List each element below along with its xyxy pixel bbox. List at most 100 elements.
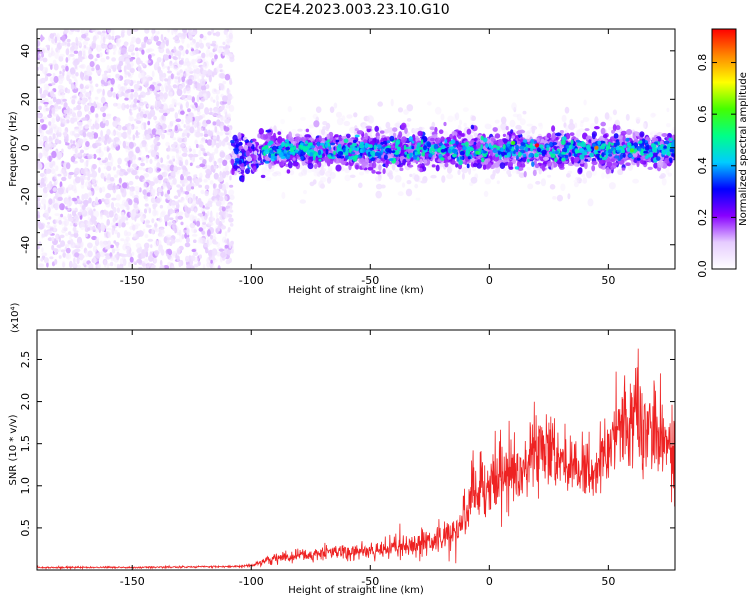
spectrogram-cell [170,120,177,124]
spectrogram-cell [154,100,158,108]
spectrogram-cell [124,104,128,108]
spectrogram-cell [245,168,250,175]
spectrogram-cell [64,40,68,47]
spectrogram-cell [121,102,126,111]
spectrogram-cell [79,242,84,250]
spectrogram-cell [201,65,207,69]
spectrogram-cell [204,206,210,210]
spectrogram-cell [470,176,478,184]
spectrogram-cell [157,168,162,172]
spectrogram-cell [492,169,496,177]
spectrogram-cell [211,88,218,95]
spectrogram-cell [158,227,165,234]
spectrogram-cell [104,114,111,120]
spectrogram-cell [140,156,146,162]
spectrogram-cell [219,196,224,202]
spectrogram-cell [127,125,133,131]
spectrogram-cell [173,251,177,256]
spectrogram-cell [191,76,194,81]
spectrogram-cell [447,115,454,123]
spectrogram-cell [74,252,80,258]
spectrogram-cell [131,36,137,43]
spectrogram-cell [167,195,171,201]
spectrogram-cell [71,210,77,217]
spectrogram-cell [200,98,205,102]
spectrogram-cell [224,119,231,124]
spectrogram-cell [60,162,63,166]
spectrogram-cell [89,83,93,88]
spectrogram-cell [401,182,406,188]
spectrogram-cell [124,97,129,101]
spectrogram-cell [53,75,59,84]
spectrogram-cell [209,180,214,185]
spectrogram-cell [99,106,106,113]
spectrogram-cell [106,147,110,152]
spectrogram-cell [78,100,84,104]
spectrogram-cell [178,54,181,60]
spectrogram-cell [88,262,93,269]
spectrogram-cell [106,49,110,53]
spectrogram-cell [320,176,327,183]
spectrogram-cell [179,197,185,203]
spectrogram-cell [100,212,103,220]
spectrogram-cell [168,175,172,180]
spectrogram-cell [45,50,50,54]
spectrogram-cell [39,173,45,177]
spectrogram-cell [151,70,155,78]
spectrogram-cell [65,142,70,146]
spectrogram-cell [54,173,57,180]
spectrogram-cell [137,166,144,171]
spectrogram-cell [69,53,75,57]
spectrogram-cell [112,166,116,171]
spectrogram-cell [159,204,164,209]
spectrogram-cell [205,139,208,144]
spectrogram-cell [54,36,58,44]
spectrogram-cell [90,29,97,32]
spectrogram-cell [86,207,92,212]
spectrogram-cell [81,194,85,201]
spectrogram-cell [95,117,100,123]
spectrogram-cell [177,211,184,216]
spectrogram-cell [157,174,164,181]
spectrogram-cell [135,242,142,249]
spectrogram-cell [210,210,213,218]
spectrogram-cell [202,35,207,41]
spectrogram-cell [168,107,175,112]
spectrogram-cell [93,210,100,218]
spectrogram-cell [427,101,432,106]
spectrogram-cell [92,225,96,231]
spectrogram-cell [44,144,50,152]
spectrogram-cell [181,119,184,125]
spectrogram-cell [160,34,164,41]
spectrogram-cell [140,162,146,167]
spectrogram-cell [176,88,183,97]
spectrogram-cell [231,168,235,176]
spectrogram-cell [115,214,120,219]
spectrogram-cell [169,147,174,152]
spectrogram-cell [100,57,106,63]
spectrogram-cell [183,129,189,135]
spectrogram-cell [88,145,93,149]
spectrogram-cell [122,182,128,189]
spectrogram-cell [280,118,285,125]
spectrogram-cell [397,107,404,113]
spectrogram-cell [120,253,125,257]
spectrogram-cell [175,159,180,165]
spectrogram-cell [174,125,178,132]
spectrogram-cell [74,133,78,139]
spectrogram-cell [146,224,152,228]
spectrogram-cell [120,169,126,173]
spectrogram-cell [230,139,235,144]
spectrogram-cell [49,76,55,83]
spectrogram-cell [154,228,160,233]
spectrogram-cell [43,106,47,113]
spectrogram-cell [82,131,87,138]
spectrogram-cell [71,145,76,151]
spectrogram-cell [187,108,191,113]
spectrogram-cell [102,74,107,79]
spectrogram-cell [54,252,57,256]
spectrogram-cell [84,75,89,81]
spectrogram-cell [495,166,501,174]
spectrogram-cell [209,234,214,240]
spectrogram-cell [457,130,462,135]
